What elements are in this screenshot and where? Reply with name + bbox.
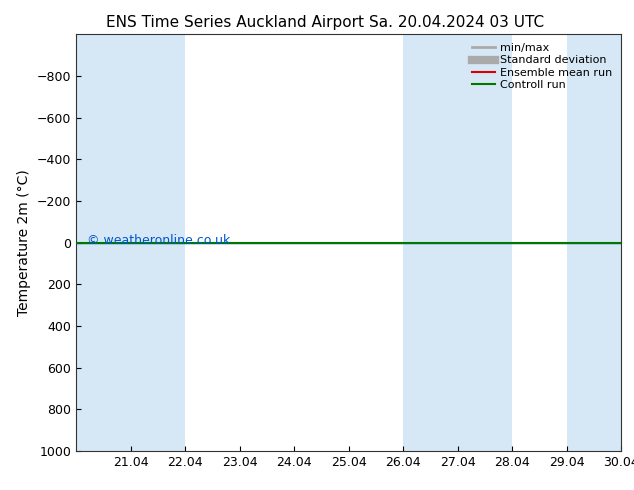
Y-axis label: Temperature 2m (°C): Temperature 2m (°C)	[17, 169, 31, 316]
Bar	[76, 34, 131, 451]
Bar	[458, 34, 512, 451]
Bar	[131, 34, 185, 451]
Text: Sa. 20.04.2024 03 UTC: Sa. 20.04.2024 03 UTC	[369, 15, 544, 30]
Legend: min/max, Standard deviation, Ensemble mean run, Controll run: min/max, Standard deviation, Ensemble me…	[469, 40, 616, 93]
Text: © weatheronline.co.uk: © weatheronline.co.uk	[87, 234, 230, 247]
Text: ENS Time Series Auckland Airport: ENS Time Series Auckland Airport	[106, 15, 363, 30]
Bar	[567, 34, 621, 451]
Bar	[403, 34, 458, 451]
